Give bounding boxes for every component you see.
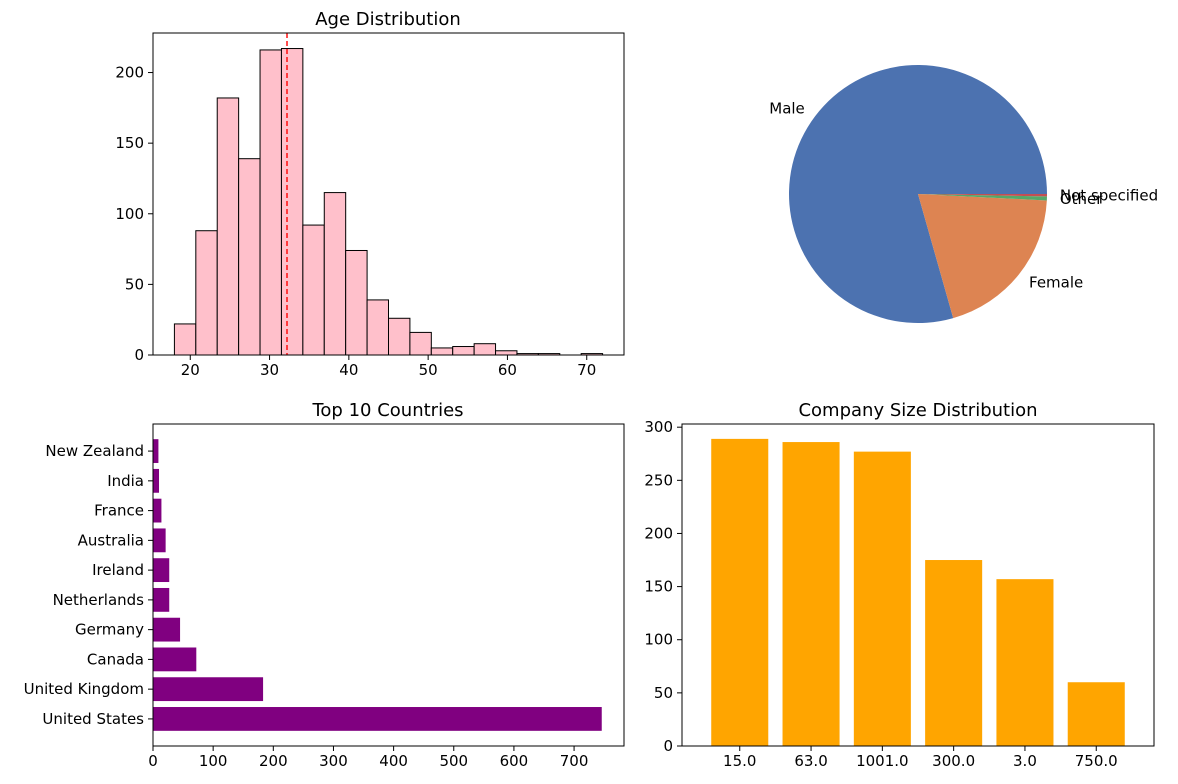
age-histogram-bar: [216, 97, 240, 356]
country-bar: [153, 617, 181, 642]
age-histogram-bar: [323, 192, 347, 356]
y-tick-label: 100: [644, 631, 673, 649]
country-label: Australia: [78, 531, 144, 549]
y-tick-label: 200: [644, 524, 673, 542]
age-histogram-frame: [152, 32, 625, 356]
x-tick-label: 300: [319, 752, 348, 770]
age-histogram-bar: [345, 249, 368, 356]
pie-slice-label: Not specified: [1060, 186, 1158, 204]
x-tick-label: 600: [500, 752, 529, 770]
y-tick-label: 300: [644, 418, 673, 436]
company-size-bar: [782, 442, 840, 746]
y-tick-label: 250: [644, 471, 673, 489]
age-histogram-bar: [195, 230, 218, 356]
country-bar: [153, 468, 160, 493]
country-bar: [153, 587, 170, 612]
x-tick-label: 0: [148, 752, 158, 770]
age-histogram-bar: [409, 331, 432, 356]
company-size-label: 1001.0: [856, 752, 909, 770]
pie-slice: [918, 194, 1047, 201]
x-tick-label: 60: [498, 361, 517, 379]
pie-slice: [788, 65, 1047, 324]
y-tick-label: 50: [654, 684, 673, 702]
pie-slice: [918, 194, 1047, 197]
x-tick-label: 40: [339, 361, 358, 379]
pie-slice-label: Female: [1029, 273, 1083, 291]
country-label: Canada: [87, 650, 144, 668]
company-size-label: 63.0: [794, 752, 827, 770]
company-size-bar: [925, 560, 983, 746]
company-size-label: 15.0: [723, 752, 756, 770]
company-size-bar: [711, 438, 769, 746]
x-tick-label: 400: [379, 752, 408, 770]
age-histogram-panel: Age Distribution 20 30 40 50 60 70 0 50 100 150 20…: [115, 9, 625, 379]
countries-bar-panel: Top 10 Countries United States United Kin…: [24, 400, 625, 770]
age-histogram-bar: [366, 299, 390, 356]
age-histogram-bar: [495, 350, 518, 356]
age-histogram-bar: [173, 323, 197, 356]
y-tick-label: 150: [115, 134, 144, 152]
age-histogram-bar: [280, 48, 304, 356]
countries-chart-title: Top 10 Countries: [311, 400, 463, 421]
country-bar: [153, 647, 197, 672]
country-bar: [153, 677, 264, 702]
country-label: Netherlands: [53, 591, 145, 609]
country-bar: [153, 498, 162, 523]
company-size-bar: [853, 451, 911, 746]
x-tick-label: 20: [181, 361, 200, 379]
y-tick-label: 0: [134, 346, 144, 364]
age-histogram-bar: [452, 346, 475, 356]
company-size-label: 300.0: [932, 752, 975, 770]
country-label: Ireland: [92, 561, 144, 579]
x-tick-label: 50: [419, 361, 438, 379]
country-label: United States: [42, 710, 144, 728]
company-size-bar: [996, 579, 1054, 746]
country-label: India: [107, 472, 144, 490]
country-label: New Zealand: [45, 442, 144, 460]
y-tick-label: 200: [115, 64, 144, 82]
pie-slice: [918, 194, 1047, 319]
country-label: France: [94, 502, 144, 520]
country-bar: [153, 439, 159, 463]
x-tick-label: 500: [439, 752, 468, 770]
x-tick-label: 700: [560, 752, 589, 770]
company-size-label: 750.0: [1075, 752, 1118, 770]
x-tick-label: 200: [259, 752, 288, 770]
company-size-panel: Company Size Distribution 15.0 63.0 1001.0…: [644, 400, 1155, 770]
company-size-frame: [681, 423, 1155, 747]
country-label: United Kingdom: [24, 680, 144, 698]
age-histogram-bar: [302, 224, 325, 356]
country-bar: [153, 707, 602, 731]
country-label: Germany: [75, 621, 144, 639]
age-histogram-bar: [388, 317, 411, 356]
company-size-label: 3.0: [1013, 752, 1037, 770]
country-bar: [153, 558, 170, 583]
company-size-bar: [1067, 682, 1125, 746]
pie-slice-label: Male: [769, 99, 805, 117]
x-tick-label: 30: [260, 361, 279, 379]
age-histogram-title: Age Distribution: [315, 9, 461, 30]
age-histogram-bar: [238, 158, 261, 356]
countries-chart-frame: [152, 423, 625, 747]
y-tick-label: 100: [115, 205, 144, 223]
y-tick-label: 150: [644, 578, 673, 596]
age-histogram-bar: [259, 49, 282, 356]
y-tick-label: 0: [663, 737, 673, 755]
company-size-title: Company Size Distribution: [798, 400, 1037, 421]
x-tick-label: 100: [199, 752, 228, 770]
y-tick-label: 50: [125, 275, 144, 293]
country-bar: [153, 528, 166, 553]
pie-slice-label: Other: [1060, 190, 1103, 208]
x-tick-label: 70: [577, 361, 596, 379]
age-histogram-bar: [473, 343, 497, 356]
age-histogram-bar: [430, 347, 454, 356]
